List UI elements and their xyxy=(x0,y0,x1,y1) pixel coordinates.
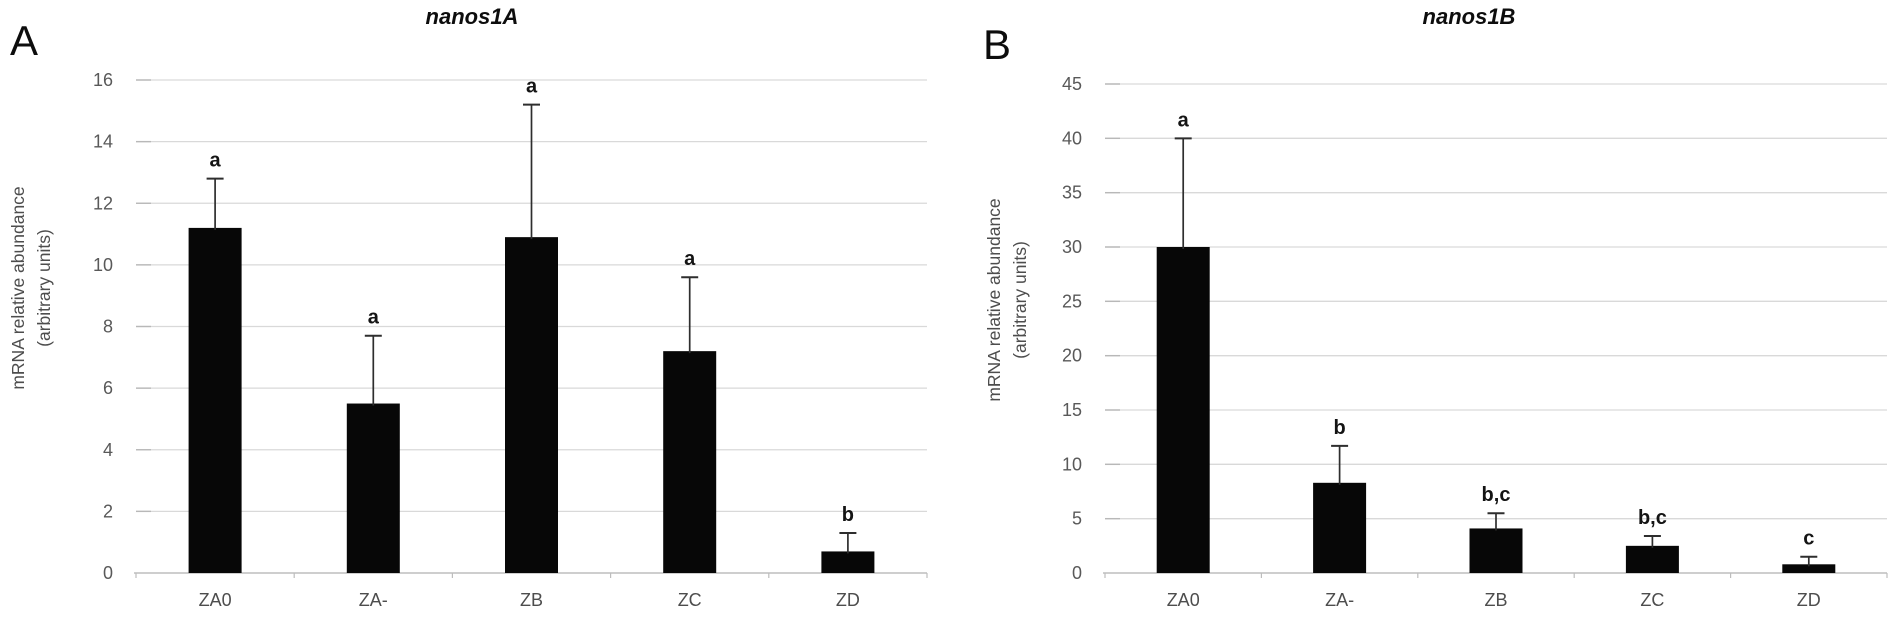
y-tick-label-20: 20 xyxy=(1062,346,1082,366)
significance-letter-za0: a xyxy=(1178,109,1190,131)
panel-a: A nanos1A mRNA relative abundance (arbit… xyxy=(8,4,928,610)
bar-zc xyxy=(1625,545,1679,573)
significance-letter-zc: b,c xyxy=(1638,507,1667,529)
x-category-label-za0: ZA0 xyxy=(199,590,232,610)
x-category-label-zd: ZD xyxy=(836,590,860,610)
y-tick-label-40: 40 xyxy=(1062,128,1082,148)
y-tick-label-30: 30 xyxy=(1062,237,1082,257)
bar-zb xyxy=(1469,528,1523,573)
x-category-label-za0: ZA0 xyxy=(1167,590,1200,610)
x-category-label-za: ZA- xyxy=(359,590,388,610)
bar-zc xyxy=(663,351,717,573)
panel-b-bar-chart: 0 5 10 15 20 25 30 35 40 45 a ZA0 b ZA-b,c ZB b,c ZC c ZD xyxy=(1062,74,1888,610)
bar-za0 xyxy=(188,227,242,573)
x-category-label-zb: ZB xyxy=(520,590,543,610)
panel-a-letter: A xyxy=(10,17,39,64)
y-tick-label-16: 16 xyxy=(93,70,113,90)
bar-za xyxy=(1313,482,1367,573)
y-tick-label-5: 5 xyxy=(1072,509,1082,529)
significance-letter-zb: a xyxy=(526,76,538,98)
bar-zd xyxy=(1782,564,1836,573)
y-tick-label-12: 12 xyxy=(93,193,113,213)
y-tick-label-35: 35 xyxy=(1062,183,1082,203)
y-tick-label-2: 2 xyxy=(103,501,113,521)
y-tick-label-15: 15 xyxy=(1062,400,1082,420)
significance-letter-zd: b xyxy=(842,504,854,526)
significance-letter-zc: a xyxy=(684,248,696,270)
y-tick-label-6: 6 xyxy=(103,378,113,398)
y-tick-label-0: 0 xyxy=(1072,563,1082,583)
x-category-label-zb: ZB xyxy=(1484,590,1507,610)
y-tick-label-0: 0 xyxy=(103,563,113,583)
x-category-label-zc: ZC xyxy=(1640,590,1664,610)
y-tick-label-14: 14 xyxy=(93,132,113,152)
x-category-label-zc: ZC xyxy=(678,590,702,610)
panel-b-letter: B xyxy=(983,21,1012,68)
y-tick-label-45: 45 xyxy=(1062,74,1082,94)
x-category-label-zd: ZD xyxy=(1797,590,1821,610)
y-tick-label-4: 4 xyxy=(103,440,113,460)
x-category-label-za: ZA- xyxy=(1325,590,1354,610)
bar-zd xyxy=(821,551,875,573)
panel-b-title: nanos1B xyxy=(1422,4,1516,29)
panel-a-title: nanos1A xyxy=(425,4,519,29)
y-tick-label-10: 10 xyxy=(93,255,113,275)
significance-letter-za0: a xyxy=(210,150,222,172)
panel-a-bar-chart: 0 2 4 6 8 10 12 14 16 a ZA0 a ZA-a ZB a ZC b ZD xyxy=(93,70,928,610)
bar-za xyxy=(346,403,400,573)
y-tick-label-10: 10 xyxy=(1062,454,1082,474)
y-tick-label-25: 25 xyxy=(1062,291,1082,311)
y-tick-label-8: 8 xyxy=(103,317,113,337)
bar-za0 xyxy=(1156,247,1210,573)
significance-letter-za: b xyxy=(1333,417,1345,439)
panel-b: B nanos1B mRNA relative abundance (arbit… xyxy=(950,0,1900,620)
significance-letter-za: a xyxy=(368,307,380,329)
significance-letter-zd: c xyxy=(1803,528,1814,550)
significance-letter-zb: b,c xyxy=(1482,484,1511,506)
bar-zb xyxy=(505,237,558,574)
